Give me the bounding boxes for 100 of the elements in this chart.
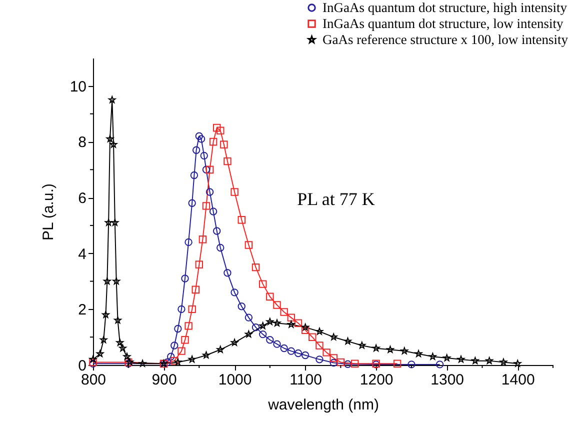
- y-tick-label: 8: [78, 134, 86, 152]
- point: [330, 358, 338, 367]
- point: [106, 135, 114, 142]
- x-tick-label: 1000: [218, 372, 252, 388]
- point: [198, 236, 207, 244]
- x-tick-label: 1300: [430, 372, 464, 388]
- point: [170, 342, 178, 350]
- point: [259, 322, 267, 330]
- point: [209, 208, 218, 216]
- legend-label: GaAs reference structure x 100, low intensity: [322, 32, 568, 47]
- point: [166, 352, 175, 360]
- y-tick-label: 10: [70, 78, 86, 96]
- point: [216, 244, 224, 252]
- point: [108, 96, 116, 104]
- point: [230, 288, 238, 296]
- point: [273, 301, 281, 309]
- point: [294, 319, 302, 327]
- point: [287, 347, 296, 355]
- point: [104, 218, 112, 226]
- point: [114, 316, 122, 324]
- point: [429, 352, 436, 360]
- point: [414, 350, 422, 358]
- point: [258, 280, 267, 288]
- point: [238, 302, 246, 310]
- point: [170, 356, 178, 365]
- point: [436, 360, 444, 368]
- point: [123, 352, 131, 360]
- point: [322, 348, 330, 356]
- y-tick-label: 6: [78, 190, 86, 208]
- point: [287, 320, 295, 328]
- point: [244, 241, 253, 249]
- point: [212, 124, 221, 132]
- point: [330, 333, 338, 340]
- point: [273, 319, 281, 326]
- point: [181, 274, 189, 282]
- point: [119, 344, 126, 352]
- point: [202, 351, 210, 358]
- point: [514, 360, 522, 367]
- point: [301, 351, 310, 360]
- point: [89, 356, 97, 363]
- point: [188, 356, 196, 363]
- point: [252, 323, 260, 332]
- point: [184, 238, 192, 246]
- point: [184, 322, 192, 330]
- point: [230, 188, 238, 196]
- point: [220, 140, 228, 148]
- point: [336, 358, 345, 366]
- point: [316, 342, 324, 350]
- point: [202, 202, 210, 210]
- point: [350, 360, 359, 368]
- point: [100, 336, 108, 344]
- point: [457, 356, 465, 363]
- point: [224, 157, 232, 166]
- point: [273, 340, 281, 348]
- point: [266, 292, 274, 300]
- point: [308, 333, 316, 341]
- point: [301, 326, 310, 334]
- point: [245, 330, 252, 338]
- point: [102, 310, 110, 318]
- point: [202, 166, 210, 174]
- point: [486, 356, 493, 364]
- x-tick-label: 900: [152, 372, 177, 388]
- point: [195, 260, 204, 268]
- point: [181, 336, 189, 344]
- point: [138, 360, 146, 367]
- point: [252, 263, 260, 272]
- point: [190, 171, 198, 180]
- point: [192, 286, 200, 294]
- point: [258, 330, 267, 338]
- point: [230, 338, 238, 346]
- point: [287, 314, 296, 322]
- point: [178, 305, 186, 314]
- y-tick-label: 4: [78, 246, 86, 263]
- point: [358, 342, 366, 349]
- point: [500, 358, 508, 366]
- point: [344, 360, 352, 368]
- point: [197, 135, 206, 143]
- point: [188, 199, 196, 207]
- point: [110, 140, 118, 148]
- point: [400, 347, 408, 354]
- point: [216, 346, 224, 353]
- point: [316, 356, 324, 364]
- point: [212, 227, 221, 235]
- point: [316, 328, 324, 335]
- point: [294, 349, 302, 358]
- point: [188, 305, 196, 314]
- point: [206, 188, 214, 196]
- x-tick-label: 800: [80, 372, 106, 388]
- y-tick-label: 0: [78, 358, 86, 374]
- point: [244, 314, 253, 322]
- point: [174, 324, 182, 333]
- point: [216, 126, 224, 134]
- point: [238, 216, 246, 224]
- point: [96, 350, 104, 358]
- point: [200, 152, 208, 160]
- point: [174, 358, 182, 366]
- point: [372, 344, 380, 352]
- point: [330, 354, 338, 362]
- point: [116, 338, 124, 346]
- x-axis-title: wavelength (nm): [267, 396, 379, 414]
